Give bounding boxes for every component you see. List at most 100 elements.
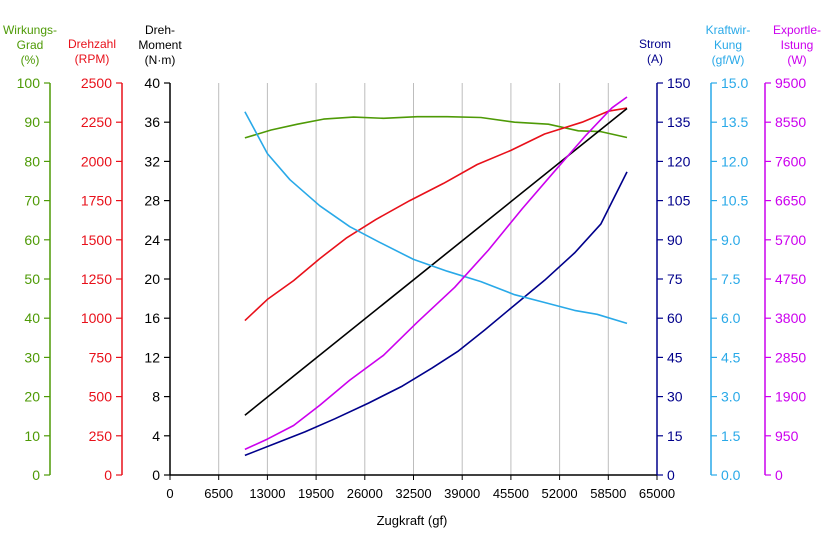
- y-axis-title: Wirkungs-: [3, 23, 57, 37]
- y-tick-label: 2850: [775, 349, 806, 365]
- y-tick-label: 2250: [81, 114, 112, 130]
- y-tick-label: 15: [667, 428, 683, 444]
- y-tick-label: 0: [152, 467, 160, 483]
- y-axis-title: Moment: [138, 38, 182, 52]
- y-axis-wirkungsgrad: 0 10 20 30 40 50 60 70 80 90 100 Wirkungs-Grad(%): [3, 23, 57, 483]
- y-tick-label: 100: [17, 75, 41, 91]
- y-tick-label: 1750: [81, 193, 112, 209]
- y-tick-label: 12.0: [721, 153, 748, 169]
- y-tick-label: 0: [104, 467, 112, 483]
- x-tick-label: 19500: [298, 486, 334, 501]
- y-tick-label: 0: [667, 467, 675, 483]
- y-tick-label: 45: [667, 349, 683, 365]
- y-tick-label: 30: [667, 389, 683, 405]
- y-tick-label: 30: [24, 349, 40, 365]
- series-line-strom: [244, 171, 628, 457]
- y-axis-title: (A): [647, 52, 663, 66]
- y-tick-label: 16: [144, 310, 160, 326]
- y-tick-label: 40: [24, 310, 40, 326]
- y-tick-label: 135: [667, 114, 691, 130]
- y-axis-strom: 0 15 30 45 60 75 90 105 120 135 150 Strom(A): [639, 37, 691, 483]
- y-axis-exportleistung: 0 950 1900 2850 3800 4750 5700 6650 7600 8550 9500…: [764, 23, 821, 483]
- y-tick-label: 1900: [775, 389, 806, 405]
- series-lines: [244, 96, 628, 457]
- y-tick-label: 1.5: [721, 428, 741, 444]
- y-tick-label: 120: [667, 153, 691, 169]
- y-tick-label: 950: [775, 428, 799, 444]
- x-tick-label: 32500: [395, 486, 431, 501]
- y-tick-label: 4750: [775, 271, 806, 287]
- y-tick-label: 2000: [81, 153, 112, 169]
- y-tick-label: 80: [24, 153, 40, 169]
- y-tick-label: 5700: [775, 232, 806, 248]
- y-tick-label: 9500: [775, 75, 806, 91]
- x-tick-label: 52000: [542, 486, 578, 501]
- y-axis-drehmoment: 0 4 8 12 16 20 24 28 32 36 40 Dreh-Moment(N·m): [138, 23, 182, 483]
- y-axis-title: (gf/W): [712, 53, 745, 67]
- y-tick-label: 32: [144, 153, 160, 169]
- y-tick-label: 90: [667, 232, 683, 248]
- y-axis-title: Istung: [781, 38, 814, 52]
- series-line-kraftwirkung: [244, 111, 628, 325]
- x-tick-label: 26000: [347, 486, 383, 501]
- y-tick-label: 50: [24, 271, 40, 287]
- y-tick-label: 24: [144, 232, 160, 248]
- y-tick-label: 0.0: [721, 467, 741, 483]
- y-axis-title: Grad: [17, 38, 44, 52]
- y-tick-label: 1250: [81, 271, 112, 287]
- y-tick-label: 7.5: [721, 271, 741, 287]
- y-tick-label: 40: [144, 75, 160, 91]
- y-tick-label: 250: [89, 428, 113, 444]
- y-tick-label: 150: [667, 75, 691, 91]
- y-tick-label: 8: [152, 389, 160, 405]
- y-tick-label: 750: [89, 349, 113, 365]
- y-tick-label: 90: [24, 114, 40, 130]
- x-tick-label: 6500: [204, 486, 233, 501]
- x-tick-label: 39000: [444, 486, 480, 501]
- y-tick-label: 12: [144, 349, 160, 365]
- y-axis-title: Dreh-: [145, 23, 175, 37]
- x-tick-label: 13000: [249, 486, 285, 501]
- y-axis-drehzahl: 0 250 500 750 1000 1250 1500 1750 2000 2250 2500 Dr…: [68, 37, 123, 483]
- y-tick-label: 6650: [775, 193, 806, 209]
- axes: 0 6500 13000 19500 26000 32500 39000 45500 52000…: [3, 23, 821, 501]
- y-tick-label: 8550: [775, 114, 806, 130]
- y-axis-title: (RPM): [75, 52, 110, 66]
- y-tick-label: 0: [32, 467, 40, 483]
- y-axis-title: (%): [21, 53, 40, 67]
- series-line-exportleistung: [244, 96, 628, 451]
- y-tick-label: 0: [775, 467, 783, 483]
- y-axis-title: Drehzahl: [68, 37, 116, 51]
- y-tick-label: 1500: [81, 232, 112, 248]
- y-tick-label: 75: [667, 271, 683, 287]
- y-tick-label: 60: [24, 232, 40, 248]
- y-axis-title: Kraftwir-: [706, 23, 751, 37]
- y-tick-label: 105: [667, 193, 691, 209]
- y-axis-title: Kung: [714, 38, 742, 52]
- y-tick-label: 70: [24, 193, 40, 209]
- x-axis-label: Zugkraft (gf): [377, 513, 448, 528]
- y-tick-label: 10: [24, 428, 40, 444]
- y-tick-label: 4.5: [721, 349, 741, 365]
- y-tick-label: 10.5: [721, 193, 748, 209]
- y-tick-label: 9.0: [721, 232, 741, 248]
- y-tick-label: 15.0: [721, 75, 748, 91]
- series-line-drehzahl: [244, 107, 628, 322]
- y-tick-label: 2500: [81, 75, 112, 91]
- y-tick-label: 6.0: [721, 310, 741, 326]
- series-line-drehmoment: [244, 107, 628, 416]
- x-tick-label: 0: [166, 486, 173, 501]
- x-tick-label: 58500: [590, 486, 626, 501]
- y-tick-label: 36: [144, 114, 160, 130]
- series-line-wirkungsgrad: [244, 115, 628, 139]
- y-tick-label: 500: [89, 389, 113, 405]
- y-tick-label: 3800: [775, 310, 806, 326]
- y-tick-label: 20: [144, 271, 160, 287]
- y-tick-label: 13.5: [721, 114, 748, 130]
- y-axis-title: (W): [787, 53, 806, 67]
- y-tick-label: 28: [144, 193, 160, 209]
- y-axis-title: Strom: [639, 37, 671, 51]
- y-tick-label: 60: [667, 310, 683, 326]
- x-tick-label: 45500: [493, 486, 529, 501]
